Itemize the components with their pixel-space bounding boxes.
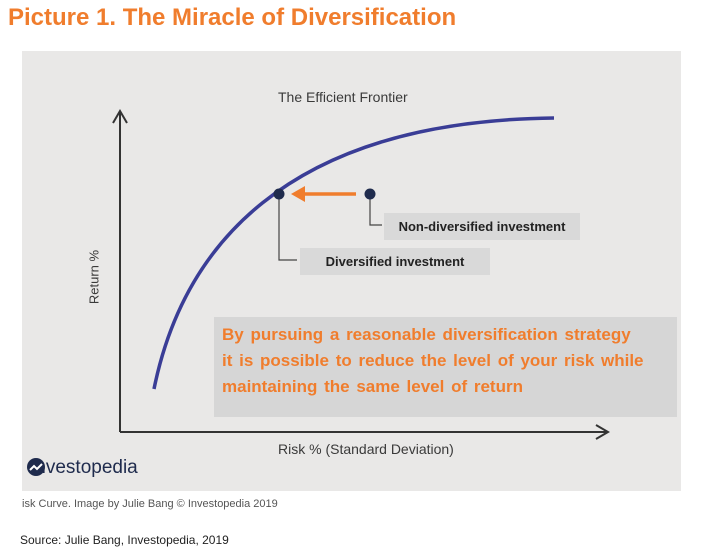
note-line: it is possible to reduce the level of yo… [222,351,644,370]
diversified-leader-line [278,197,297,261]
efficient-frontier-curve [152,116,555,390]
x-axis-arrowhead [595,424,610,440]
diversification-note: By pursuing a reasonable diversification… [214,317,677,417]
diagram-title: The Efficient Frontier [278,89,408,105]
note-line: By pursuing a reasonable diversification… [222,325,631,344]
efficient-frontier-figure: The Efficient Frontier Return % Risk % (… [22,51,681,491]
note-line: maintaining the same level of return [222,377,523,396]
x-axis-label: Risk % (Standard Deviation) [278,441,454,457]
non-diversified-point [364,188,376,200]
investopedia-logo-icon [27,458,45,476]
logo-name: Investopedia [30,457,138,478]
diversified-point [273,188,285,200]
non-diversified-label: Non-diversified investment [384,213,580,240]
diagram-canvas [112,109,610,440]
page-heading: Picture 1. The Miracle of Diversificatio… [8,4,457,31]
source-note: Source: Julie Bang, Investopedia, 2019 [20,533,229,547]
y-axis-arrowhead [112,109,128,124]
investopedia-logo: Investopedia [26,457,138,479]
diversification-arrow-head [291,186,305,202]
diversified-label: Diversified investment [300,248,490,275]
image-caption: isk Curve. Image by Julie Bang © Investo… [22,498,278,510]
y-axis-label: Return % [86,249,102,305]
non-diversified-leader-line [369,197,382,226]
